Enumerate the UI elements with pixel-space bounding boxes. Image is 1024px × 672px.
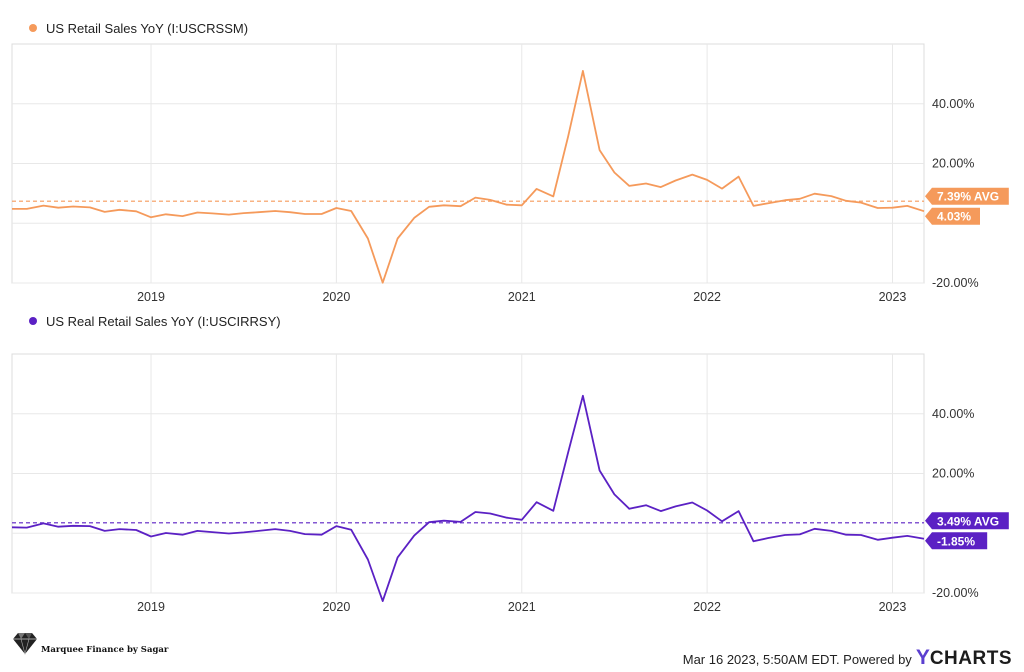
diamond-icon: [13, 633, 37, 656]
y-tick-label: 40.00%: [932, 97, 974, 111]
legend-dot-icon: [29, 317, 37, 325]
last-value-badge-text: 4.03%: [937, 210, 971, 224]
chart-real-retail-sales: 2019 2020 2021 2022 2023 40.00% 20.00% -20.00% 3…: [11, 353, 1009, 614]
x-tick-label: 2022: [693, 600, 721, 614]
y-tick-label: 20.00%: [932, 157, 974, 171]
avg-badge-bg: [925, 512, 1009, 530]
legend-retail-sales[interactable]: US Retail Sales YoY (I:USCRSSM): [29, 20, 248, 36]
last-value-badge-text: -1.85%: [937, 534, 975, 548]
x-tick-label: 2021: [508, 600, 536, 614]
series-line: [12, 70, 925, 284]
timestamp: Mar 16 2023, 5:50AM EDT. Powered by: [682, 652, 912, 667]
x-tick-label: 2020: [322, 600, 350, 614]
ycharts-logo-text[interactable]: CHARTS: [929, 648, 1012, 669]
ycharts-logo-y[interactable]: Y: [915, 646, 930, 669]
avg-badge-text: 3.49% AVG: [937, 514, 999, 528]
avg-badge: 7.39% AVG: [925, 187, 1009, 205]
y-tick-label: 20.00%: [932, 467, 974, 481]
brand-name: Marquee Finance by Sagar: [41, 645, 169, 655]
legend-label: US Real Retail Sales YoY (I:USCIRRSY): [46, 313, 281, 329]
footer-attribution: Mar 16 2023, 5:50AM EDT. Powered by Y CHA…: [683, 646, 1012, 670]
brand-logo: Marquee Finance by Sagar: [12, 630, 168, 656]
chart-retail-sales: 2019 2020 2021 2022 2023 40.00% 20.00% -20.00% 7…: [11, 43, 1009, 304]
last-value-badge: 4.03%: [925, 207, 980, 225]
legend-label: US Retail Sales YoY (I:USCRSSM): [46, 20, 249, 36]
y-tick-label: -20.00%: [932, 276, 979, 290]
x-tick-label: 2021: [508, 290, 536, 304]
series-line: [11, 394, 925, 603]
x-tick-label: 2019: [137, 290, 165, 304]
y-tick-label: -20.00%: [932, 586, 979, 600]
x-tick-label: 2019: [137, 600, 165, 614]
avg-badge: 3.49% AVG: [925, 512, 1009, 530]
x-tick-label: 2020: [322, 290, 350, 304]
avg-badge-bg: [925, 187, 1009, 205]
y-tick-label: 40.00%: [932, 407, 974, 421]
avg-badge-text: 7.39% AVG: [937, 190, 999, 204]
x-tick-label: 2023: [879, 290, 907, 304]
last-value-badge-bg: [925, 532, 988, 550]
last-value-badge-bg: [925, 207, 980, 225]
last-value-badge: -1.85%: [925, 532, 988, 550]
legend-real-retail-sales[interactable]: US Real Retail Sales YoY (I:USCIRRSY): [29, 313, 281, 329]
legend-dot-icon: [29, 24, 37, 32]
x-tick-label: 2023: [879, 600, 907, 614]
x-tick-label: 2022: [693, 290, 721, 304]
